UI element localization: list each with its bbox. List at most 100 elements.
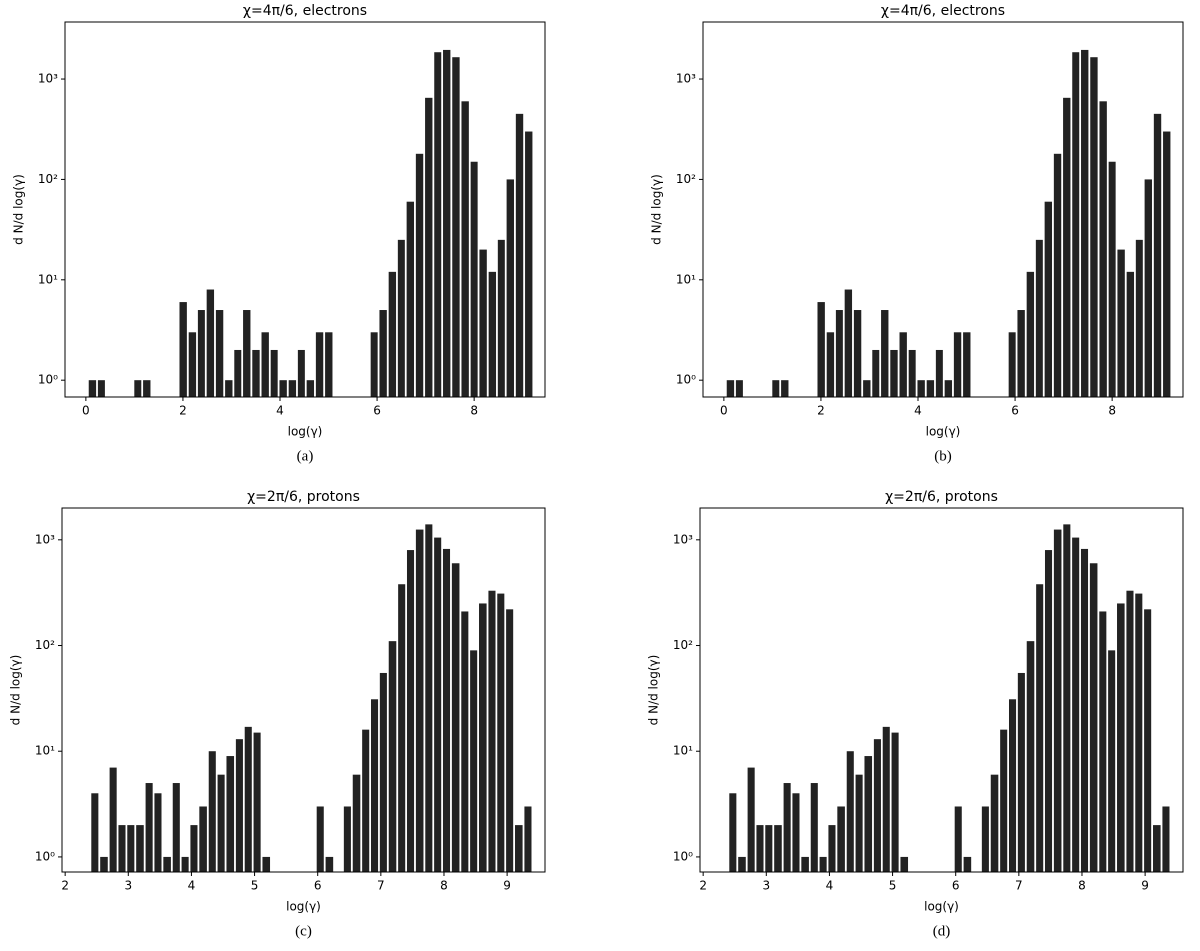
bar [506, 609, 514, 872]
bar [488, 271, 497, 397]
bar [981, 806, 989, 872]
bar [127, 825, 135, 872]
bar [1153, 113, 1162, 397]
bar [835, 310, 843, 397]
bar [1108, 650, 1116, 872]
bar [1072, 52, 1080, 397]
bar [488, 590, 496, 872]
bar [1008, 332, 1016, 397]
bar [425, 97, 433, 397]
bar [926, 380, 935, 397]
bar [1144, 179, 1152, 397]
x-tick-label: 2 [699, 879, 707, 893]
bar [846, 751, 854, 872]
y-tick-label: 10¹ [35, 744, 55, 758]
y-tick-label: 10² [35, 638, 55, 652]
bar [415, 153, 424, 397]
bar [515, 113, 524, 397]
x-tick-label: 3 [762, 879, 770, 893]
bar [163, 856, 171, 872]
bar [506, 179, 514, 397]
bar [1026, 641, 1035, 872]
bar [953, 332, 962, 397]
bar [316, 806, 324, 872]
y-tick-label: 10³ [673, 532, 693, 546]
bar [188, 332, 197, 397]
bar [97, 380, 105, 397]
bar [990, 774, 999, 872]
x-tick-label: 5 [889, 879, 897, 893]
bar [1163, 131, 1171, 397]
bar [244, 726, 252, 872]
bar [91, 793, 99, 872]
x-tick-label: 2 [179, 404, 187, 418]
bar [370, 332, 378, 397]
bar [234, 349, 242, 397]
bar [406, 550, 415, 872]
bar [1053, 153, 1062, 397]
bar [451, 563, 460, 872]
bar [379, 672, 387, 872]
caption: (c) [295, 923, 312, 939]
bar [118, 825, 126, 872]
bar [253, 732, 261, 872]
y-tick-label: 10⁰ [676, 373, 696, 387]
chart-title: χ=2π/6, protons [885, 489, 998, 505]
x-axis-label: log(γ) [924, 900, 959, 914]
bar [819, 856, 827, 872]
bar [100, 856, 108, 872]
bar [190, 825, 198, 872]
bar [262, 856, 271, 872]
y-tick-label: 10¹ [673, 744, 693, 758]
x-tick-label: 9 [503, 879, 511, 893]
bar [461, 101, 469, 398]
bar [908, 349, 916, 397]
caption: (b) [934, 448, 952, 464]
bar [479, 249, 487, 397]
bar [1008, 699, 1017, 872]
y-axis-label: d N/d log(γ) [12, 174, 26, 245]
y-tick-label: 10¹ [676, 272, 696, 286]
bar [88, 380, 97, 397]
bar [1090, 57, 1098, 398]
bar [425, 524, 433, 872]
bar [226, 756, 235, 872]
bar [1017, 672, 1025, 872]
bar [398, 584, 406, 872]
bar [872, 349, 880, 397]
x-tick-label: 2 [817, 404, 825, 418]
bar [497, 593, 505, 872]
bar [1117, 603, 1125, 872]
bar [1153, 825, 1161, 872]
bar [515, 825, 523, 872]
x-tick-label: 2 [61, 879, 69, 893]
bar [747, 767, 755, 872]
bar [288, 380, 297, 397]
bar [1081, 49, 1089, 397]
bar [208, 751, 216, 872]
bar [855, 774, 863, 872]
bar [261, 332, 269, 397]
bar [735, 380, 743, 397]
y-axis-label: d N/d log(γ) [9, 655, 23, 726]
bar [963, 856, 972, 872]
x-tick-label: 4 [188, 879, 196, 893]
bar [1063, 524, 1071, 872]
axes-frame [64, 21, 546, 398]
bar [461, 611, 469, 872]
chart-title: χ=4π/6, electrons [243, 3, 367, 19]
y-tick-label: 10² [38, 172, 58, 186]
bar [1117, 249, 1125, 397]
bar [197, 310, 205, 397]
x-axis-label: log(γ) [926, 425, 961, 439]
bar [772, 380, 780, 397]
x-tick-label: 3 [124, 879, 132, 893]
bar [1126, 271, 1135, 397]
bar [1126, 590, 1134, 872]
bar [179, 302, 187, 397]
bar [379, 310, 387, 397]
bar [370, 699, 379, 872]
axes-frame [699, 507, 1184, 873]
bar [215, 310, 224, 397]
y-tick-label: 10⁰ [673, 849, 693, 863]
